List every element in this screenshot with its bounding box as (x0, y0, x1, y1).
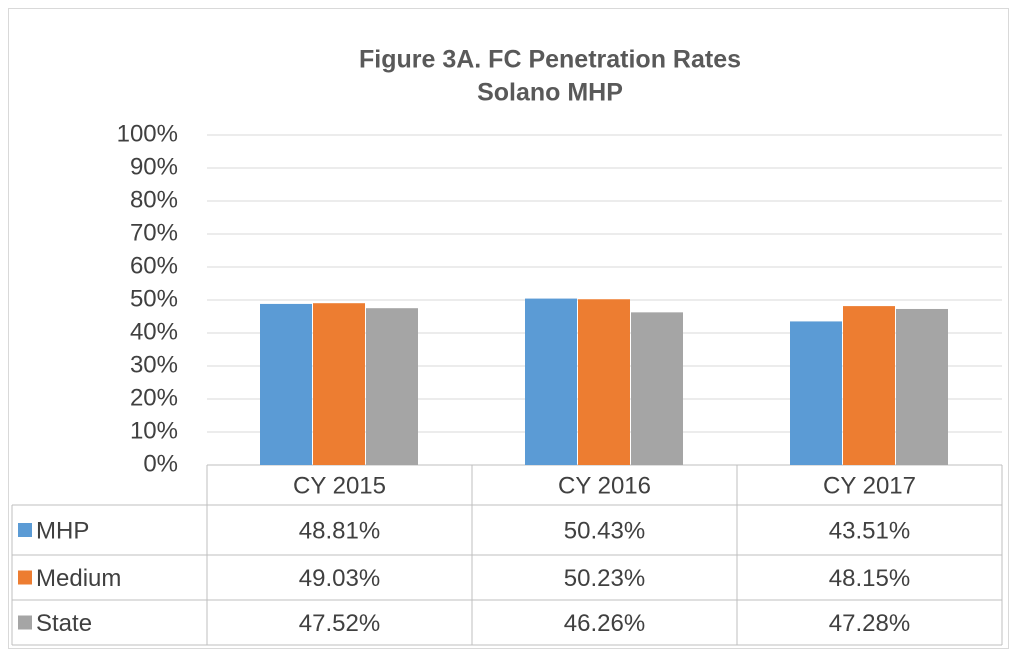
bar (631, 312, 683, 465)
y-tick-label: 10% (130, 417, 178, 444)
y-tick-label: 30% (130, 351, 178, 378)
y-tick-label: 80% (130, 186, 178, 213)
value-label: 50.43% (564, 517, 645, 544)
legend-key (18, 570, 32, 585)
y-tick-label: 0% (143, 450, 178, 477)
y-tick-label: 90% (130, 153, 178, 180)
x-tick-label: CY 2016 (558, 472, 651, 499)
value-label: 43.51% (829, 517, 910, 544)
y-tick-label: 20% (130, 384, 178, 411)
legend-key (18, 523, 32, 537)
bar (578, 299, 630, 465)
value-label: 48.81% (299, 517, 380, 544)
value-label: 47.52% (299, 610, 380, 637)
y-tick-label: 50% (130, 285, 178, 312)
bar (313, 303, 365, 465)
legend-label: State (36, 610, 92, 637)
bar (525, 298, 577, 465)
bar (843, 306, 895, 465)
y-tick-label: 100% (117, 120, 178, 147)
x-tick-label: CY 2015 (293, 472, 386, 499)
bar (790, 321, 842, 465)
legend-key (18, 615, 32, 630)
chart-subtitle: Solano MHP (477, 79, 623, 107)
chart-title: Figure 3A. FC Penetration Rates (359, 46, 741, 74)
bar (896, 308, 948, 465)
value-label: 46.26% (564, 610, 645, 637)
y-tick-label: 70% (130, 219, 178, 246)
bar (366, 308, 418, 465)
value-label: 47.28% (829, 610, 910, 637)
legend-label: MHP (36, 517, 89, 544)
value-label: 49.03% (299, 565, 380, 592)
value-label: 48.15% (829, 565, 910, 592)
legend-label: Medium (36, 565, 121, 592)
bar (260, 303, 312, 465)
value-label: 50.23% (564, 565, 645, 592)
y-tick-label: 40% (130, 318, 178, 345)
y-tick-label: 60% (130, 252, 178, 279)
x-tick-label: CY 2017 (823, 472, 916, 499)
